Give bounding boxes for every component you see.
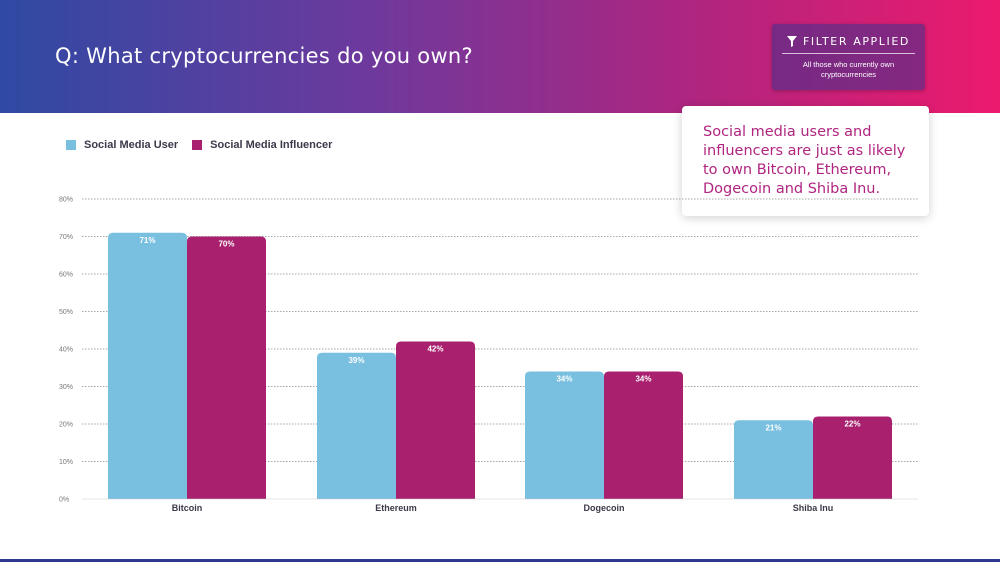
bar-influencer-bitcoin[interactable] bbox=[187, 236, 266, 500]
bar-user-dogecoin[interactable] bbox=[525, 371, 604, 500]
filter-applied-badge[interactable]: FILTER APPLIED All those who currently o… bbox=[772, 24, 925, 90]
legend-swatch-user bbox=[66, 140, 76, 150]
bar-value-label: 39% bbox=[348, 356, 364, 365]
y-tick-label: 20% bbox=[59, 422, 73, 429]
category-label: Bitcoin bbox=[172, 503, 203, 513]
y-tick-label: 10% bbox=[59, 459, 73, 466]
y-tick-label: 40% bbox=[59, 347, 73, 354]
bar-user-bitcoin[interactable] bbox=[108, 232, 187, 499]
bottom-border bbox=[0, 559, 1000, 562]
y-tick-label: 60% bbox=[59, 272, 73, 279]
bar-influencer-ethereum[interactable] bbox=[396, 341, 475, 500]
filter-divider bbox=[782, 53, 915, 54]
y-tick-label: 30% bbox=[59, 384, 73, 391]
legend-swatch-influencer bbox=[192, 140, 203, 150]
legend-label-influencer: Social Media Influencer bbox=[210, 139, 333, 151]
y-tick-label: 0% bbox=[59, 497, 69, 504]
filter-title: FILTER APPLIED bbox=[782, 32, 915, 50]
legend-item-user: Social Media User bbox=[66, 139, 178, 151]
header-banner: Q: What cryptocurrencies do you own? FIL… bbox=[0, 0, 1000, 113]
y-tick-label: 50% bbox=[59, 309, 73, 316]
legend-item-influencer: Social Media Influencer bbox=[192, 139, 332, 151]
insight-callout: Social media users and influencers are j… bbox=[682, 106, 929, 216]
filter-description: All those who currently own cryptocurren… bbox=[802, 60, 895, 79]
chart-legend: Social Media User Social Media Influence… bbox=[66, 139, 346, 151]
bar-value-label: 71% bbox=[139, 236, 155, 245]
bar-value-label: 21% bbox=[765, 423, 781, 432]
y-tick-label: 80% bbox=[59, 197, 73, 204]
category-label: Dogecoin bbox=[583, 503, 624, 513]
category-label: Shiba Inu bbox=[793, 503, 834, 513]
category-label: Ethereum bbox=[375, 503, 417, 513]
bar-influencer-shiba-inu[interactable] bbox=[813, 416, 892, 500]
bar-user-ethereum[interactable] bbox=[317, 352, 396, 499]
legend-label-user: Social Media User bbox=[84, 139, 179, 151]
bar-value-label: 42% bbox=[427, 345, 443, 354]
y-tick-label: 70% bbox=[59, 234, 73, 241]
bar-value-label: 22% bbox=[844, 420, 860, 429]
filter-title-label: FILTER APPLIED bbox=[803, 34, 910, 48]
bar-influencer-dogecoin[interactable] bbox=[604, 371, 683, 500]
bar-value-label: 34% bbox=[635, 375, 651, 384]
bar-user-shiba-inu[interactable] bbox=[734, 420, 813, 499]
bar-value-label: 34% bbox=[556, 375, 572, 384]
question-title: Q: What cryptocurrencies do you own? bbox=[55, 44, 473, 68]
bar-value-label: 70% bbox=[218, 240, 234, 249]
funnel-icon bbox=[787, 35, 797, 47]
